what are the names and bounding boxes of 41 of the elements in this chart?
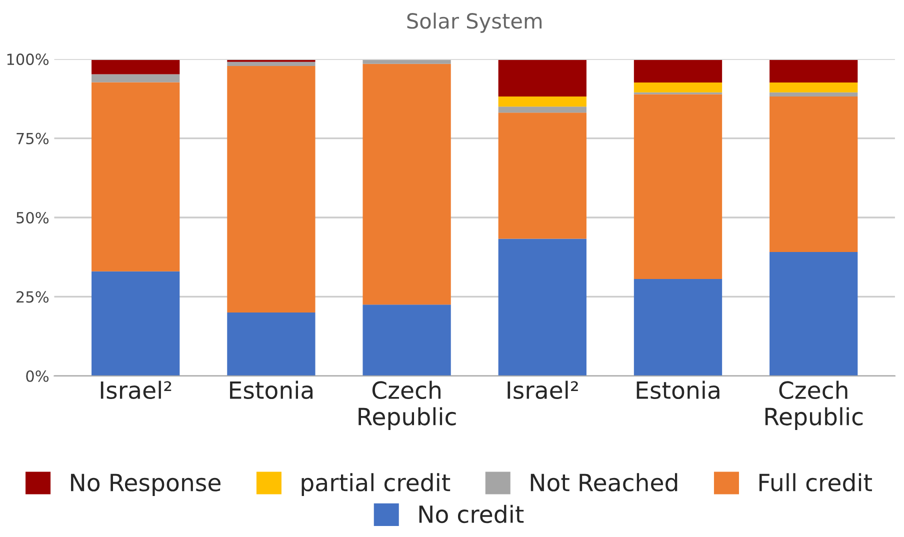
- bar: [227, 62, 316, 66]
- legend-label: No Response: [71, 474, 220, 496]
- bar: [634, 94, 722, 279]
- bar: [770, 96, 858, 252]
- bar: [634, 278, 722, 376]
- bar: [770, 92, 858, 96]
- bar: [498, 60, 586, 96]
- bar: [227, 66, 316, 313]
- bar: [770, 252, 858, 376]
- legend-label: partial credit: [302, 473, 450, 496]
- y-tick-label: 0%: [26, 370, 49, 382]
- y-tick-label: 100%: [7, 54, 49, 66]
- x-tick-label: Estonia: [230, 380, 313, 400]
- bar: [92, 82, 180, 272]
- bar: [92, 271, 180, 376]
- bar: [634, 82, 722, 92]
- bar: [770, 82, 858, 92]
- legend-label: Not Reached: [530, 473, 678, 492]
- bar: [498, 96, 586, 107]
- y-tick-label: 25%: [16, 291, 49, 303]
- bar: [362, 304, 451, 376]
- x-tick-label: Israel²: [508, 380, 578, 400]
- bar: [770, 60, 858, 83]
- bar: [227, 312, 316, 376]
- chart-title: Solar System: [407, 12, 542, 33]
- bar: [498, 106, 586, 113]
- bar: [92, 60, 180, 74]
- legend-label: No credit: [419, 504, 524, 524]
- bar: [634, 60, 722, 83]
- x-tick-label: Estonia: [636, 380, 720, 400]
- x-tick-label: Czech Republic: [358, 380, 456, 430]
- legend-label: Full credit: [759, 473, 872, 492]
- y-tick-label: 50%: [16, 212, 49, 224]
- bar: [362, 64, 451, 305]
- bar: [498, 238, 586, 376]
- bar: [92, 74, 180, 82]
- y-tick-label: 75%: [16, 132, 49, 144]
- x-tick-label: Israel²: [100, 380, 172, 400]
- bar: [498, 112, 586, 239]
- bar: [362, 60, 451, 64]
- x-tick-label: Czech Republic: [765, 380, 863, 430]
